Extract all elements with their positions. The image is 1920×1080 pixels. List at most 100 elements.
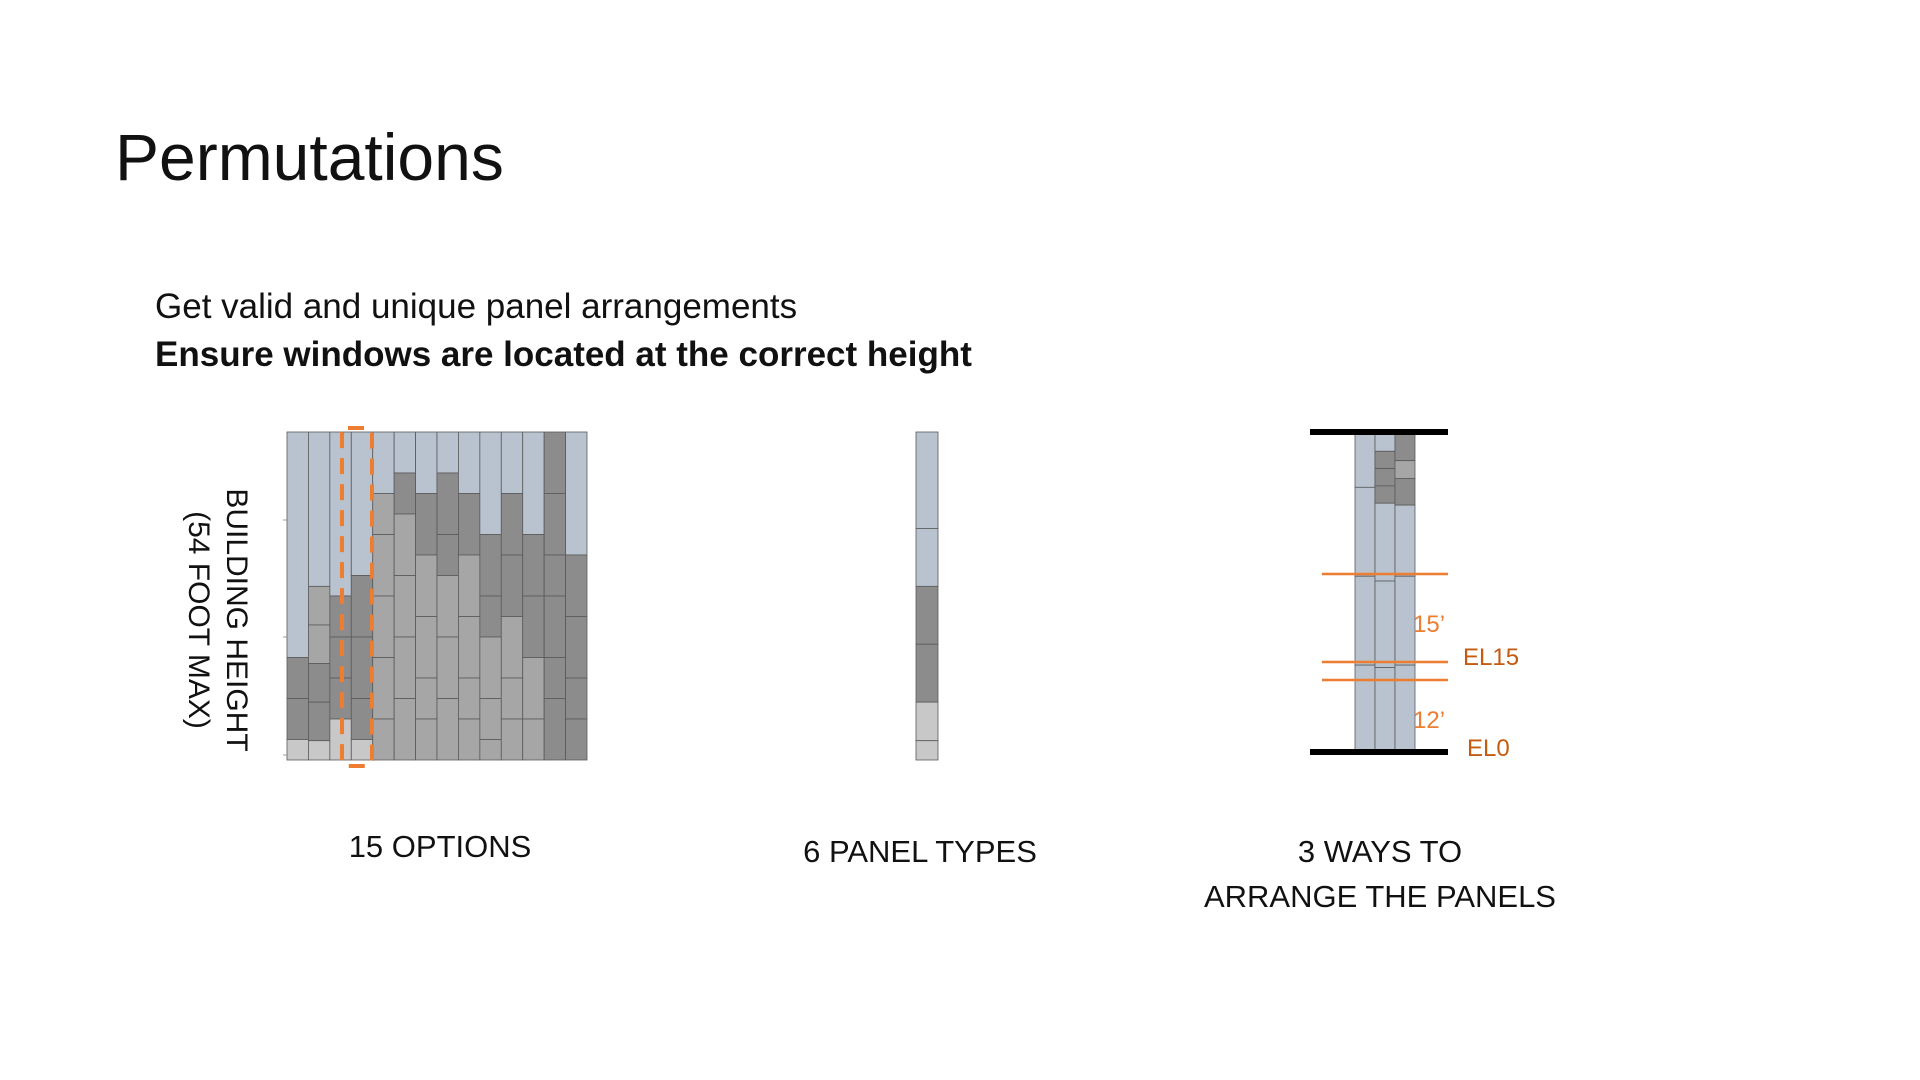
option-panel (372, 431, 395, 494)
option-panel (479, 595, 502, 638)
dimension-label-12ft: 12’ (1413, 707, 1445, 734)
option-panel (393, 431, 416, 474)
option-panel (308, 585, 331, 626)
option-panel (500, 677, 524, 720)
option-panel (308, 701, 331, 742)
option-panel (500, 718, 524, 761)
option-panel (479, 739, 502, 761)
caption-6-panel-types: 6 PANEL TYPES (803, 834, 1037, 869)
panel-type (915, 431, 939, 529)
panel-type (915, 585, 939, 645)
option-panel (350, 698, 374, 740)
option-panel (350, 636, 374, 699)
panel-types-column (915, 431, 939, 761)
arrangement-panel (1374, 433, 1396, 452)
option-panel (436, 575, 459, 638)
subtitle-line-2: Ensure windows are located at the correc… (155, 335, 972, 374)
option-panel (543, 431, 566, 494)
option-panel (350, 575, 374, 638)
option-panel (393, 636, 416, 699)
panel-type (915, 528, 939, 587)
slide-title: Permutations (115, 120, 504, 194)
arrangement-panel (1354, 433, 1376, 488)
option-panel (543, 698, 566, 761)
elevation-label-el15: EL15 (1463, 644, 1519, 671)
option-panel (436, 534, 459, 576)
option-panel (286, 739, 309, 761)
caption-3-ways-line-1: 3 WAYS TO (1297, 834, 1463, 869)
option-panel (415, 677, 438, 720)
option-panel (415, 554, 438, 617)
option-panel (479, 534, 502, 597)
caption-15-options: 15 OPTIONS (348, 829, 532, 864)
option-panel (393, 698, 416, 761)
option-panel (565, 554, 588, 617)
options-grid (286, 431, 588, 761)
option-panel (543, 554, 566, 597)
option-panel (458, 554, 481, 617)
option-panel (565, 616, 588, 679)
option-panel (479, 636, 502, 699)
option-panel (565, 431, 588, 556)
option-panel (565, 718, 588, 761)
option-panel (415, 718, 438, 761)
option-panel (458, 677, 481, 720)
option-panel (286, 698, 309, 740)
option-panel (415, 493, 438, 556)
option-panel (415, 616, 438, 679)
panel-type (915, 643, 939, 703)
option-panel (286, 657, 309, 699)
option-panel (393, 472, 416, 515)
panel-type (915, 740, 939, 761)
option-panel (436, 431, 459, 474)
option-panel (458, 616, 481, 679)
elevation-label-el0: EL0 (1467, 735, 1510, 762)
option-panel (458, 718, 481, 761)
option-panel (308, 663, 331, 703)
option-panel (372, 534, 395, 597)
option-panel (543, 657, 566, 699)
option-panel (436, 472, 459, 535)
option-panel (308, 740, 331, 761)
option-panel (436, 698, 459, 761)
option-panel (500, 431, 524, 494)
option-panel (543, 595, 566, 658)
option-panel (458, 493, 481, 556)
panel-type (915, 701, 939, 742)
caption-3-ways-line-2: ARRANGE THE PANELS (1203, 878, 1556, 914)
option-panel (415, 431, 438, 494)
option-panel (372, 493, 395, 535)
option-panel (372, 718, 395, 761)
arrangement-panel (1374, 450, 1396, 469)
option-panel (522, 534, 545, 597)
option-panel (500, 493, 524, 556)
arrangement-panel (1374, 485, 1396, 504)
option-panel (458, 431, 481, 494)
arrangements-columns (1354, 433, 1416, 755)
option-panel (500, 554, 524, 617)
option-panel (522, 431, 545, 535)
option-panel (522, 657, 545, 720)
option-panel (393, 513, 416, 576)
option-panel (543, 493, 566, 556)
options-axis-ticks (283, 519, 287, 756)
arrangement-panel (1354, 486, 1376, 577)
selected-option-highlight (340, 426, 374, 768)
option-panel (350, 431, 374, 576)
arrangement-panel (1394, 478, 1416, 506)
arrangement-panel (1394, 433, 1416, 462)
arrangement-panel (1394, 664, 1416, 755)
arrangement-panel (1374, 468, 1396, 487)
option-panel (308, 624, 331, 664)
option-panel (479, 431, 502, 535)
option-panel (286, 431, 309, 658)
caption-3-ways: 3 WAYS TO ARRANGE THE PANELS (1160, 830, 1600, 920)
option-panel (479, 698, 502, 740)
option-panel (393, 575, 416, 638)
option-panel (500, 616, 524, 679)
option-panel (350, 739, 374, 761)
option-panel (565, 677, 588, 720)
option-panel (522, 718, 545, 761)
arrangement-panel (1394, 504, 1416, 577)
